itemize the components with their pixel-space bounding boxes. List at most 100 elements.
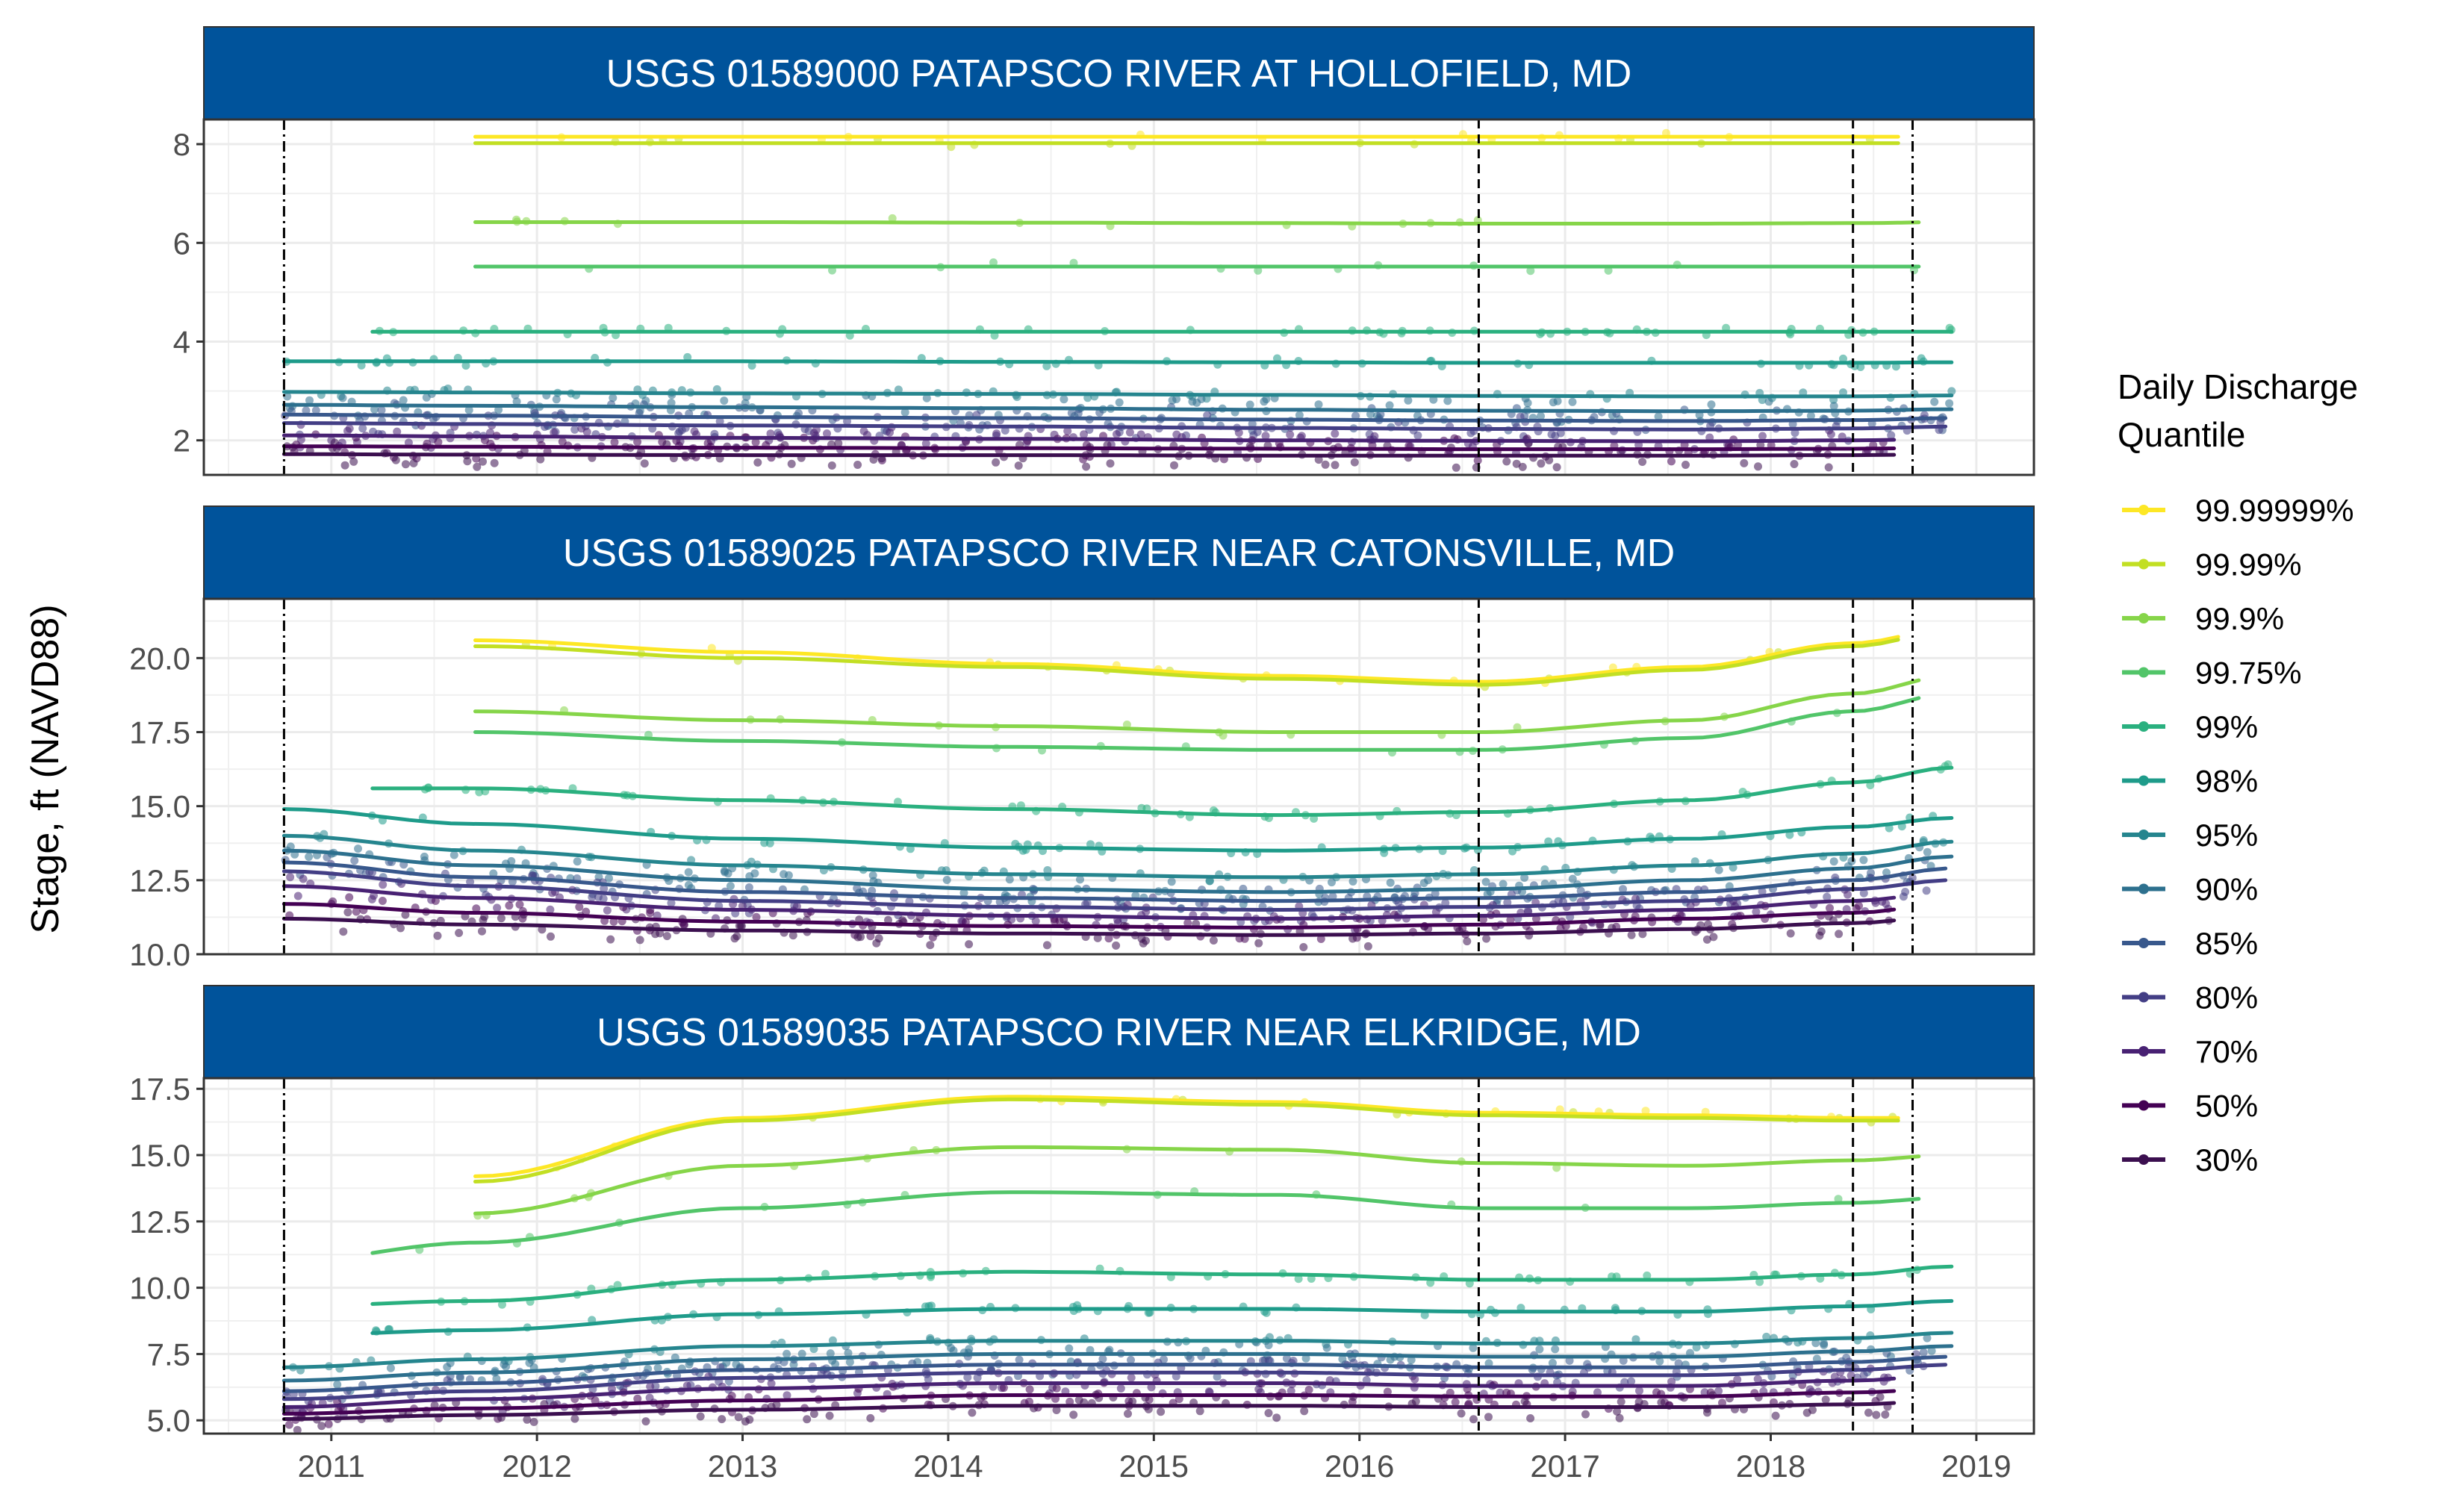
reference-lines [282, 1078, 1914, 1434]
data-point [377, 405, 386, 414]
data-point [1808, 1405, 1817, 1414]
data-point [1820, 1339, 1829, 1348]
data-point [783, 1349, 791, 1358]
series-line-85 [281, 1354, 1948, 1393]
panel-title: USGS 01589000 PATAPSCO RIVER AT HOLLOFIE… [606, 52, 1632, 96]
legend-label: 50% [2195, 1089, 2258, 1124]
legend-key-point [2138, 667, 2149, 678]
data-point [1859, 889, 1868, 897]
data-point [1351, 411, 1360, 420]
data-point [550, 428, 559, 437]
data-point [296, 435, 305, 444]
data-point [963, 1373, 972, 1382]
data-point [324, 1419, 333, 1428]
data-point [828, 1336, 837, 1345]
data-point [1619, 885, 1627, 894]
data-point [1383, 1387, 1392, 1396]
data-point [834, 439, 843, 448]
y-tick-label: 15.0 [129, 1138, 190, 1173]
data-point [924, 1375, 933, 1384]
data-point [558, 438, 567, 447]
data-point [455, 929, 464, 937]
series-line-70 [281, 433, 1897, 444]
data-point [600, 884, 609, 893]
data-point [1147, 1383, 1156, 1392]
data-point [1188, 397, 1197, 406]
data-point [1295, 411, 1304, 420]
data-point [1376, 410, 1385, 419]
data-point [1581, 1410, 1590, 1419]
data-point [1331, 461, 1340, 470]
legend-item: 90% [2122, 872, 2258, 907]
data-point [1322, 1343, 1331, 1352]
data-point [866, 932, 875, 941]
data-point [492, 1375, 501, 1383]
legend-items: 99.99999% 99.99% 99.9% 99.75% 99% 98% 95% 90% 85… [2122, 493, 2354, 1177]
data-point [640, 459, 649, 468]
data-point [788, 931, 797, 940]
data-point [662, 932, 671, 941]
data-point [826, 1349, 835, 1358]
data-point [926, 941, 935, 950]
series-line-80 [281, 421, 1948, 432]
data-point [821, 1269, 830, 1278]
reference-lines [282, 119, 1914, 475]
data-point [1264, 1341, 1273, 1349]
panel-title: USGS 01589025 PATAPSCO RIVER NEAR CATONS… [563, 532, 1675, 575]
data-point [1186, 1354, 1195, 1363]
data-point [1568, 874, 1577, 883]
data-point [507, 856, 516, 865]
data-point [718, 1415, 727, 1424]
data-point [825, 1411, 834, 1420]
data-point [1593, 1388, 1602, 1397]
data-point [797, 1349, 806, 1358]
data-point [1826, 903, 1834, 912]
data-point [284, 1420, 293, 1429]
data-point [1420, 1310, 1429, 1319]
data-point [1001, 426, 1009, 435]
data-point [684, 880, 693, 889]
y-tick-label: 4 [173, 325, 190, 360]
series-line-50 [281, 902, 1897, 930]
y-tick-label: 7.5 [147, 1337, 190, 1372]
data-point [1115, 398, 1124, 407]
data-point [1055, 916, 1064, 925]
data-point [1676, 910, 1684, 919]
data-point [1413, 431, 1422, 440]
legend-label: 99.75% [2195, 656, 2301, 691]
data-point [1686, 901, 1695, 910]
data-point [1753, 1375, 1762, 1384]
data-point [1565, 1356, 1574, 1365]
data-point [1545, 455, 1554, 464]
data-point [1014, 461, 1023, 470]
data-point [1702, 935, 1711, 944]
data-point [744, 883, 753, 892]
data-point [1718, 1399, 1726, 1407]
data-point [498, 1300, 506, 1309]
data-point [1484, 1359, 1493, 1368]
y-tick-label: 2 [173, 423, 190, 458]
data-point [1213, 1372, 1222, 1381]
data-point [684, 868, 693, 877]
data-point [1248, 420, 1257, 429]
data-point [494, 405, 503, 414]
y-tick-label: 20.0 [129, 641, 190, 676]
data-point [1473, 456, 1482, 465]
data-point [464, 405, 473, 414]
data-point [1025, 1385, 1034, 1394]
legend-item: 70% [2122, 1034, 2258, 1069]
data-point [1301, 1354, 1310, 1363]
data-point [1733, 1375, 1742, 1384]
x-tick-label: 2013 [708, 1449, 777, 1484]
data-point [1482, 934, 1491, 943]
data-point [552, 395, 561, 404]
plot-area: 5.0 7.5 10.0 12.5 15.0 17.5 [129, 1071, 2035, 1438]
x-tick-label: 2016 [1325, 1449, 1394, 1484]
data-point [463, 457, 472, 466]
data-point [1882, 868, 1891, 877]
y-tick-label: 17.5 [129, 1071, 190, 1107]
series-line-30 [281, 916, 1897, 937]
data-point [1052, 1384, 1061, 1393]
data-point [1927, 1346, 1936, 1355]
data-point [434, 438, 443, 447]
